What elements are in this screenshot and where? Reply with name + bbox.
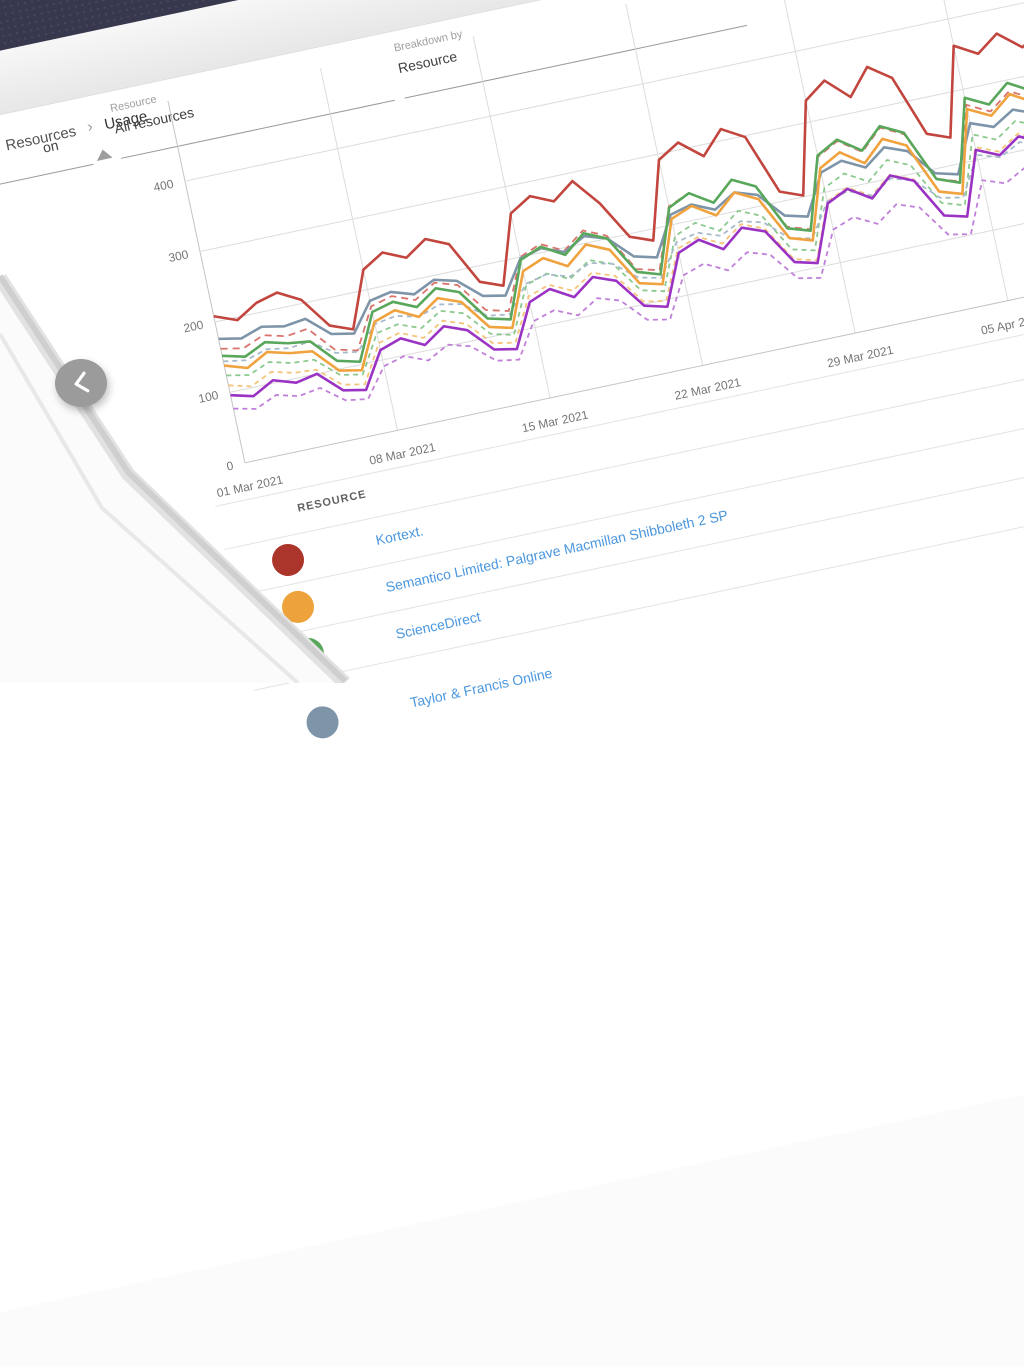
grid-vline (625, 3, 704, 366)
x-axis-tick: 05 Apr 2021 (980, 310, 1024, 337)
grid-hline (199, 0, 1024, 253)
x-axis-tick: 29 Mar 2021 (826, 343, 895, 371)
grid-vline (167, 100, 246, 463)
series-line-solid-0 (213, 28, 1024, 331)
y-axis-tick: 0 (225, 458, 235, 473)
grid-vline (320, 68, 398, 431)
grid-hline (184, 0, 1024, 182)
series-line-dashed-8 (223, 134, 1024, 363)
collapse-panel-button[interactable] (55, 359, 107, 407)
series-line-solid-3 (218, 102, 1024, 341)
y-axis-tick: 300 (167, 247, 190, 265)
x-axis-tick: 08 Mar 2021 (368, 440, 437, 468)
y-axis-tick: 100 (197, 388, 220, 406)
grid-hline (244, 179, 1024, 464)
x-axis-tick: 15 Mar 2021 (521, 407, 590, 435)
grid-vline (777, 0, 856, 334)
series-line-dashed-7 (226, 113, 1024, 377)
x-axis-tick: 01 Mar 2021 (215, 472, 284, 500)
x-axis-tick: 22 Mar 2021 (673, 375, 742, 403)
grid-vline (930, 0, 1009, 301)
series-line-dashed-5 (220, 84, 1024, 352)
y-axis-tick: 200 (182, 318, 205, 336)
series-line-dashed-9 (233, 159, 1024, 410)
chevron-left-icon (74, 371, 90, 393)
series-line-solid-2 (222, 75, 1024, 364)
y-axis-tick: 400 (152, 177, 175, 195)
grid-hline (214, 38, 1024, 323)
series-line-solid-1 (224, 86, 1024, 372)
series-line-solid-4 (230, 128, 1024, 398)
